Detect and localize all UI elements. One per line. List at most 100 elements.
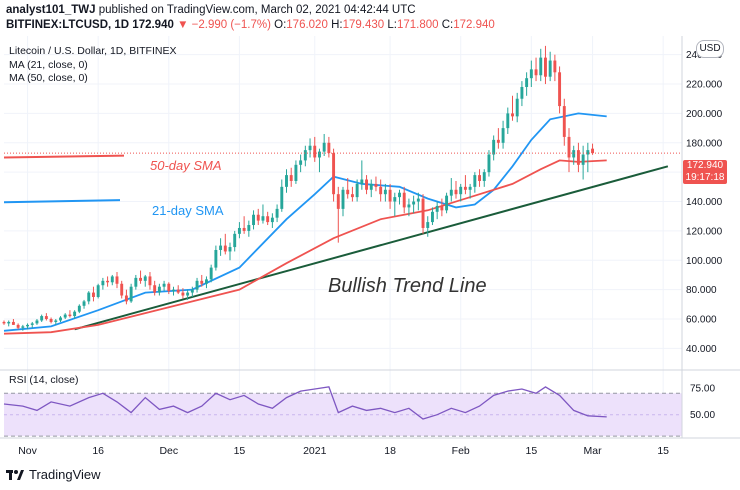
candle-body xyxy=(445,195,449,211)
author-name[interactable]: analyst101_TWJ xyxy=(6,4,96,16)
candle-body xyxy=(285,175,288,187)
candle-body xyxy=(275,208,279,218)
candle-body xyxy=(426,222,430,228)
candle-body xyxy=(261,216,265,221)
candle-body xyxy=(496,139,500,143)
trend-line-layer xyxy=(74,165,669,331)
candle-body xyxy=(91,292,95,297)
candle-body xyxy=(195,280,199,290)
candle-body xyxy=(134,277,138,287)
candle-body xyxy=(270,217,274,223)
sma50-pointer xyxy=(3,154,125,159)
x-tick-label: 2021 xyxy=(303,445,327,457)
candle-body xyxy=(572,150,576,158)
candle-body xyxy=(77,305,81,312)
candle-body xyxy=(30,323,34,325)
candle-body xyxy=(539,57,543,76)
price-change: ▼ −2.990 (−1.7%) xyxy=(177,19,271,31)
candle-body xyxy=(16,324,20,328)
x-tick-label: 15 xyxy=(657,445,669,457)
ma21-legend[interactable]: MA (21, close, 0) xyxy=(9,59,88,71)
candle-body xyxy=(332,153,336,195)
candle-body xyxy=(68,314,72,317)
candle-body xyxy=(506,113,510,129)
candle-body xyxy=(157,286,161,293)
candle-body xyxy=(266,216,270,223)
candle-body xyxy=(49,319,53,322)
candle-body xyxy=(412,201,416,205)
x-axis: Nov 16 Dec 15 2021 18 Feb 15 Mar 15 xyxy=(18,445,669,457)
candle-body xyxy=(558,72,562,107)
candle-body xyxy=(181,292,185,296)
high-value: 179.430 xyxy=(342,19,385,31)
candle-body xyxy=(543,57,547,77)
candle-body xyxy=(176,289,180,293)
last-price: 172.940 xyxy=(132,19,174,31)
candle-body xyxy=(162,283,166,287)
candles-layer xyxy=(2,45,595,331)
candle-body xyxy=(223,245,227,252)
candle-body xyxy=(355,183,359,198)
candle-body xyxy=(327,142,331,154)
low-label: L: xyxy=(387,19,397,31)
y-tick-label: 220.000 xyxy=(686,80,723,91)
rsi-tick-label: 75.00 xyxy=(690,383,715,394)
candle-body xyxy=(54,320,58,322)
currency-button[interactable]: USD xyxy=(696,40,724,58)
candle-body xyxy=(416,198,420,202)
candle-body xyxy=(233,233,237,248)
candle-body xyxy=(167,283,171,292)
candle-body xyxy=(120,283,124,296)
x-tick-label: Dec xyxy=(159,445,178,457)
candle-body xyxy=(520,86,524,99)
x-tick-label: 18 xyxy=(384,445,396,457)
candle-body xyxy=(26,324,30,327)
tradingview-logo[interactable]: TradingView xyxy=(6,467,101,482)
candle-body xyxy=(129,286,133,302)
candle-body xyxy=(242,227,246,231)
candle-body xyxy=(40,316,44,321)
candle-body xyxy=(379,186,383,195)
sma50-annotation: 50-day SMA xyxy=(150,158,222,173)
candle-body xyxy=(2,321,6,324)
candle-body xyxy=(374,183,378,187)
candle-body xyxy=(317,151,321,158)
close-label: C: xyxy=(441,19,454,31)
candle-body xyxy=(487,154,491,173)
candle-body xyxy=(454,189,458,195)
candle-body xyxy=(473,175,477,187)
x-tick-label: 15 xyxy=(525,445,537,457)
candle-body xyxy=(492,139,496,155)
candle-body xyxy=(562,106,566,137)
rsi-layer xyxy=(3,386,682,437)
candle-body xyxy=(172,289,175,292)
candle-body xyxy=(398,192,401,198)
candle-body xyxy=(139,277,143,281)
candle-body xyxy=(402,192,406,208)
candle-body xyxy=(148,276,152,286)
candle-body xyxy=(383,189,387,195)
candle-body xyxy=(252,214,256,226)
candle-body xyxy=(581,154,585,165)
candle-body xyxy=(106,280,110,283)
candle-body xyxy=(591,148,595,154)
candle-body xyxy=(511,113,514,117)
trend-line-annotation: Bullish Trend Line xyxy=(328,275,487,297)
candle-body xyxy=(449,189,453,196)
candle-body xyxy=(143,276,147,281)
y-axis: 40.000 60.000 80.000 100.000 120.000 140.000 1… xyxy=(686,50,723,421)
candle-body xyxy=(435,205,439,212)
ohlc-line: BITFINEX:LTCUSD, 1D 172.940 ▼ −2.990 (−1… xyxy=(6,19,495,31)
ma50-line xyxy=(3,159,607,335)
candle-body xyxy=(204,279,208,284)
ma50-legend[interactable]: MA (50, close, 0) xyxy=(9,72,88,84)
x-tick-label: 15 xyxy=(234,445,246,457)
candle-body xyxy=(407,204,411,208)
rsi-label: RSI (14, close) xyxy=(9,374,78,386)
candle-body xyxy=(44,316,48,320)
candle-body xyxy=(280,186,284,209)
candle-body xyxy=(365,179,369,190)
open-label: O: xyxy=(274,19,287,31)
annotation-layer xyxy=(3,152,682,204)
